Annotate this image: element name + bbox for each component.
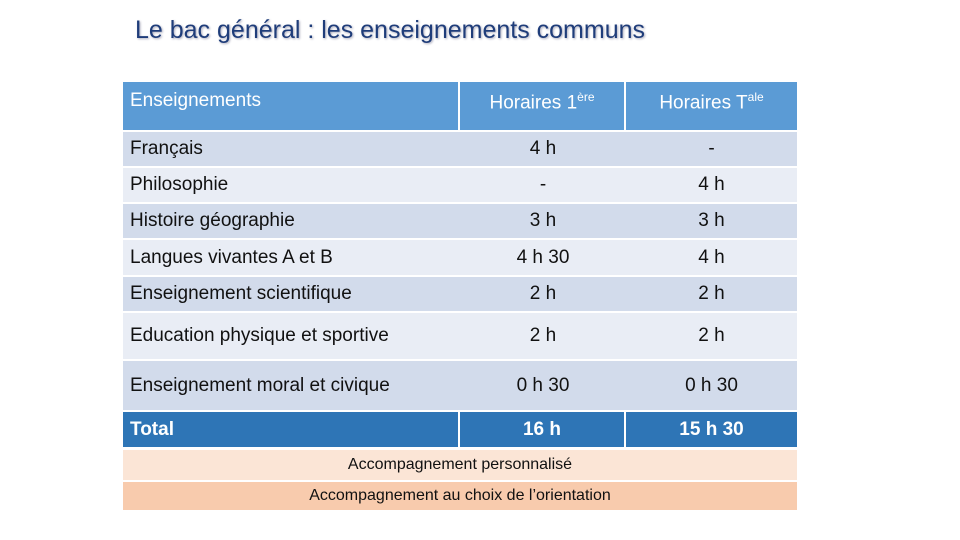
header-superscript: ale bbox=[747, 90, 764, 104]
slide-title: Le bac général : les enseignements commu… bbox=[135, 16, 646, 44]
header-superscript: ère bbox=[577, 90, 595, 104]
hours-cell: 0 h 30 bbox=[626, 361, 797, 410]
hours-cell: 0 h 30 bbox=[460, 361, 626, 410]
hours-cell: 2 h bbox=[626, 277, 797, 311]
hours-cell: 4 h bbox=[460, 132, 626, 166]
hours-cell: 2 h bbox=[626, 313, 797, 359]
hours-cell: 3 h bbox=[460, 204, 626, 238]
hours-cell: - bbox=[460, 168, 626, 202]
subject-cell: Enseignement moral et civique bbox=[123, 361, 460, 410]
total-hours: 16 h bbox=[460, 412, 624, 447]
subject-cell: Langues vivantes A et B bbox=[123, 240, 460, 275]
header-cell: Horaires Tale bbox=[626, 82, 797, 130]
total-hours: 15 h 30 bbox=[626, 412, 797, 447]
hours-cell: - bbox=[626, 132, 797, 166]
header-cell: Horaires 1ère bbox=[460, 82, 624, 130]
subject-cell: Enseignement scientifique bbox=[123, 277, 460, 311]
subject-cell: Philosophie bbox=[123, 168, 460, 202]
header-text: Horaires 1ère bbox=[489, 90, 595, 114]
header-cell: Enseignements bbox=[123, 82, 458, 130]
subject-cell: Histoire géographie bbox=[123, 204, 460, 238]
subject-cell: Education physique et sportive bbox=[123, 313, 460, 359]
footer-row: Accompagnement personnalisé bbox=[123, 450, 797, 480]
hours-cell: 4 h 30 bbox=[460, 240, 626, 275]
footer-row: Accompagnement au choix de l’orientation bbox=[123, 482, 797, 510]
header-text: Horaires Tale bbox=[659, 90, 764, 114]
total-label: Total bbox=[123, 412, 458, 447]
hours-cell: 2 h bbox=[460, 277, 626, 311]
hours-cell: 3 h bbox=[626, 204, 797, 238]
subject-cell: Français bbox=[123, 132, 460, 166]
hours-cell: 4 h bbox=[626, 240, 797, 275]
header-text: Enseignements bbox=[130, 90, 261, 111]
hours-cell: 2 h bbox=[460, 313, 626, 359]
hours-cell: 4 h bbox=[626, 168, 797, 202]
